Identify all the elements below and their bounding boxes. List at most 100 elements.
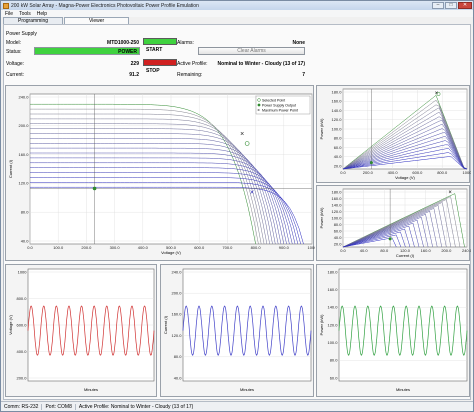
close-button[interactable]: ✕ [458, 2, 472, 9]
y-axis-label: Power (kW) [319, 314, 324, 336]
pv-chart[interactable]: 0.0 200.0 400.0 600.0 800.0 1000 180.0 160.0 140… [317, 86, 472, 184]
pi-chart[interactable]: 0.0 40.0 80.0 120.0 160.0 200.0 240.0 180.0 160.… [317, 186, 473, 262]
active-profile-label: Active Profile: [177, 61, 208, 67]
pv-curve [342, 140, 468, 170]
x-axis-label: Minutes [84, 387, 98, 392]
iv-chart[interactable]: 0.0 100.0 200.0 300.0 400.0 500.0 600.0 700.0 80… [6, 86, 317, 262]
x-axis-label: Current (I) [396, 253, 415, 258]
tab-programming[interactable]: Programming [3, 17, 64, 24]
y-tick-label: 100.0 [331, 215, 342, 220]
iv-curve [30, 167, 293, 245]
y-tick-label: 120.0 [331, 209, 342, 214]
legend-selected-icon [257, 98, 261, 102]
pi-chart-panel: 0.0 40.0 80.0 120.0 160.0 200.0 240.0 180.0 160.… [316, 185, 473, 262]
pv-curve [342, 156, 468, 170]
current-label: Current: [6, 72, 25, 78]
status-comm: Comm: RS-232 [4, 403, 43, 410]
iv-curve [30, 152, 285, 245]
y-tick-label: 140.0 [331, 202, 342, 207]
y-tick-label: 120.0 [171, 333, 182, 338]
y-axis-label: Power (kW) [319, 207, 324, 229]
y-tick-label: 20.0 [334, 241, 343, 246]
legend-mpp-label: Maximum Power Point [262, 108, 298, 112]
iv-curve [30, 128, 270, 245]
pv-curve [342, 111, 468, 170]
menu-tools[interactable]: Tools [19, 10, 31, 17]
tab-viewer[interactable]: Viewer [64, 17, 130, 24]
pi-curve [342, 237, 397, 248]
y-tick-label: 400.0 [16, 349, 27, 354]
pv-curve [342, 148, 468, 170]
y-tick-label: 40.0 [334, 154, 343, 159]
start-indicator [143, 38, 177, 45]
x-tick-label: 300.0 [110, 245, 121, 250]
x-tick-label: 500.0 [166, 245, 177, 250]
power-supply-output-marker [92, 186, 97, 191]
iv-curve [30, 123, 268, 245]
y-tick-label: 120.0 [327, 322, 338, 327]
voltage-wave-chart[interactable]: 1000 800.0 600.0 400.0 200.0 Minutes Voltage (… [6, 265, 158, 398]
y-axis-label: Current (I) [163, 315, 168, 334]
y-tick-label: 40.0 [174, 375, 183, 380]
start-label: START [146, 47, 163, 53]
y-tick-label: 100.0 [331, 126, 342, 131]
x-tick-label: 200.0 [363, 170, 374, 175]
power-wave-panel: 180.0 160.0 140.0 120.0 100.0 80.0 60.0 Minutes… [316, 264, 470, 397]
x-tick-label: 800.0 [251, 245, 262, 250]
wave-line [27, 305, 155, 356]
pv-curve [342, 104, 468, 170]
iv-curve [30, 118, 265, 245]
y-tick-label: 80.0 [21, 210, 30, 215]
power-wave-chart[interactable]: 180.0 160.0 140.0 120.0 100.0 80.0 60.0 Minutes… [317, 265, 471, 398]
x-tick-label: 240.0 [462, 248, 471, 253]
menu-file[interactable]: File [5, 10, 14, 17]
x-tick-label: 200.0 [81, 245, 92, 250]
iv-curve [30, 143, 279, 245]
status-port: Port: COM8 [45, 403, 76, 410]
tab-strip: Programming Viewer [3, 17, 130, 24]
iv-curve [30, 177, 299, 245]
y-tick-label: 100.0 [327, 340, 338, 345]
iv-curve [30, 133, 273, 245]
menu-help[interactable]: Help [36, 10, 48, 17]
x-tick-label: 200.0 [441, 248, 452, 253]
plot-area [182, 268, 312, 382]
remaining-value: 7 [302, 72, 305, 78]
y-tick-label: 160.0 [18, 152, 29, 157]
legend-output-icon [257, 103, 261, 107]
y-axis-label: Power (kW) [319, 118, 324, 140]
x-tick-label: 0.0 [340, 248, 346, 253]
y-tick-label: 80.0 [334, 136, 343, 141]
active-profile-value: Nominal to Winter - Cloudy (13 of 17) [217, 61, 305, 67]
y-tick-label: 160.0 [171, 312, 182, 317]
pi-mpp-marker: × [448, 190, 452, 196]
y-tick-label: 20.0 [334, 163, 343, 168]
legend-output-label: Power Supply Output [262, 103, 296, 107]
y-tick-label: 200.0 [171, 291, 182, 296]
status-label: Status: [6, 49, 22, 55]
maximize-button[interactable]: □ [445, 2, 457, 9]
status-field: POWER [34, 47, 140, 55]
y-tick-label: 60.0 [334, 145, 343, 150]
x-axis-label: Minutes [396, 387, 410, 392]
pv-curve [342, 123, 468, 170]
minimize-button[interactable]: – [432, 2, 444, 9]
pv-curve [342, 152, 468, 170]
voltage-label: Voltage: [6, 61, 25, 67]
x-tick-label: 1000 [463, 170, 471, 175]
x-tick-label: 0.0 [340, 170, 346, 175]
max-power-point-marker: × [240, 131, 244, 138]
clear-alarms-button[interactable]: Clear Alarms [198, 47, 305, 55]
current-wave-chart[interactable]: 240.0 200.0 160.0 120.0 80.0 40.0 Minutes Curre… [161, 265, 315, 398]
x-tick-label: 1000 [308, 245, 315, 250]
x-tick-label: 40.0 [360, 248, 369, 253]
y-tick-label: 120.0 [331, 117, 342, 122]
status-bar: Comm: RS-232 Port: COM8 Active Profile: … [1, 401, 473, 411]
pv-curve [342, 107, 468, 170]
iv-curve [30, 186, 304, 245]
y-tick-label: 140.0 [331, 108, 342, 113]
pv-curve [342, 144, 468, 170]
status-profile: Active Profile: Nominal to Winter - Clou… [78, 403, 194, 410]
voltage-value: 229 [130, 61, 139, 67]
